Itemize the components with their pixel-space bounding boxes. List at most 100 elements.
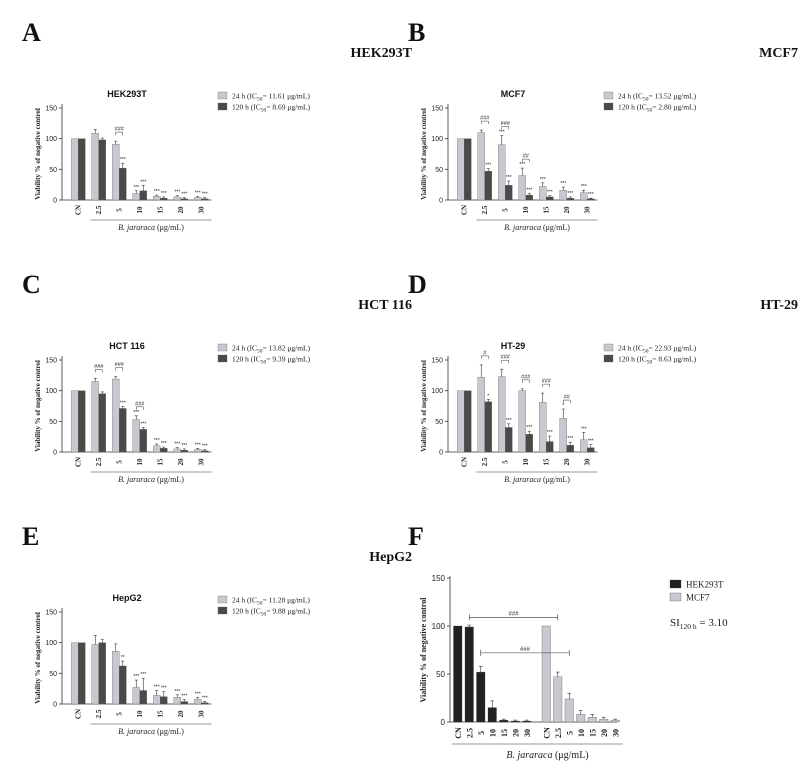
panel-cell-title: HCT 116 (358, 298, 412, 313)
bar (98, 139, 106, 201)
y-tick-label: 0 (441, 718, 446, 727)
hash-label: ### (501, 121, 511, 127)
bar (559, 418, 567, 453)
bar (119, 408, 127, 453)
bar (457, 390, 465, 453)
significance-24h: *** (560, 181, 566, 187)
bar (599, 718, 609, 723)
x-tick-label: 10 (136, 458, 144, 466)
panel-d: D HT-29 0 50 100 150 HT-29 Viability % of neg… (408, 270, 798, 530)
bar (498, 144, 506, 201)
bar (112, 651, 120, 705)
selectivity-index: SI120 h = 3.10 (670, 617, 728, 631)
bar (78, 642, 86, 705)
panel-e: E HepG2 0 50 100 150 HepG2 Viability % of neg… (22, 522, 412, 782)
bar (173, 697, 181, 705)
legend-swatch-120h (603, 102, 614, 111)
panel-letter: A (22, 18, 41, 47)
significance-24h: *** (133, 410, 139, 416)
bar (194, 449, 202, 453)
bar (477, 377, 485, 453)
legend-swatch-120h (217, 354, 228, 363)
significance-120h: *** (526, 425, 532, 431)
y-tick-label: 100 (45, 640, 57, 647)
significance-120h: *** (567, 191, 573, 197)
x-tick-label: 15 (156, 710, 164, 718)
significance-24h: *** (499, 130, 505, 136)
bracket-label: ### (520, 647, 531, 653)
x-tick-label: 20 (563, 458, 571, 466)
x-tick-label: 20 (511, 729, 520, 737)
bar (194, 197, 202, 201)
panel-cell-title: HEK293T (350, 46, 412, 61)
hash-bracket (522, 379, 530, 383)
legend-label-120h: 120 h (IC50= 9.39 μg/mL) (232, 355, 311, 366)
bar (173, 448, 181, 453)
legend-swatch-24h (217, 91, 228, 100)
bar (91, 132, 99, 201)
bar (587, 717, 597, 723)
significance-120h: *** (202, 696, 208, 702)
significance-24h: *** (133, 185, 139, 191)
bracket-label: ### (508, 611, 519, 617)
bar (510, 720, 520, 723)
significance-120h: *** (161, 441, 167, 447)
y-tick-label: 0 (439, 198, 443, 205)
legend-swatch-mcf7 (669, 592, 682, 602)
x-tick-label: 15 (588, 729, 597, 737)
x-tick-label: 2.5 (481, 205, 489, 214)
x-tick-label: 20 (177, 458, 185, 466)
significance-24h: *** (174, 442, 180, 448)
bar (119, 665, 127, 705)
significance-120h: *** (181, 443, 187, 449)
x-tick-label: CN (542, 727, 551, 739)
bar (580, 439, 588, 453)
legend-swatch-120h (217, 606, 228, 615)
x-tick-label: 10 (136, 206, 144, 214)
x-tick-label: 10 (488, 729, 497, 737)
bar (487, 707, 497, 723)
x-tick-label: 5 (115, 712, 123, 716)
y-tick-label: 100 (45, 388, 57, 395)
y-axis-label: Viability % of negative control (34, 108, 42, 200)
x-tick-label: 10 (522, 458, 530, 466)
x-tick-label: CN (74, 205, 82, 215)
bar (518, 390, 526, 453)
bar (153, 695, 161, 705)
significance-120h: *** (588, 192, 594, 198)
y-tick-label: 0 (53, 198, 57, 205)
hash-bracket (95, 369, 103, 373)
significance-120h: *** (161, 686, 167, 692)
chart-title: HepG2 (112, 593, 141, 603)
legend-label-120h: 120 h (IC50= 8.63 μg/mL) (618, 355, 697, 366)
x-tick-label: 30 (611, 729, 620, 737)
x-tick-label: 5 (115, 208, 123, 212)
x-tick-label: 15 (156, 458, 164, 466)
hash-label: ### (135, 401, 145, 407)
hash-bracket (481, 355, 489, 359)
hash-bracket (501, 126, 509, 130)
bar (201, 198, 209, 201)
x-tick-label: 20 (177, 710, 185, 718)
bar (71, 642, 79, 705)
legend-swatch-120h (217, 102, 228, 111)
significance-24h: *** (133, 674, 139, 680)
y-axis-label: Viability % of negative control (34, 612, 42, 704)
panel-cell-title: HT-29 (760, 298, 798, 313)
significance-120h: ** (121, 655, 125, 661)
bar (576, 714, 586, 723)
y-tick-label: 0 (53, 450, 57, 457)
hash-label: ## (523, 154, 530, 160)
bar (173, 196, 181, 201)
bar (153, 196, 161, 201)
legend-label-24h: 24 h (IC50= 13.82 μg/mL) (232, 344, 311, 355)
bar (132, 193, 140, 201)
hash-label: ### (501, 355, 511, 361)
x-tick-label: 2.5 (95, 457, 103, 466)
y-tick-label: 150 (432, 574, 446, 583)
legend-label-24h: 24 h (IC50= 13.52 μg/mL) (618, 92, 697, 103)
chart-title: MCF7 (501, 89, 526, 99)
significance-120h: *** (526, 187, 532, 193)
bar (160, 198, 168, 201)
x-tick-label: 5 (565, 731, 574, 735)
